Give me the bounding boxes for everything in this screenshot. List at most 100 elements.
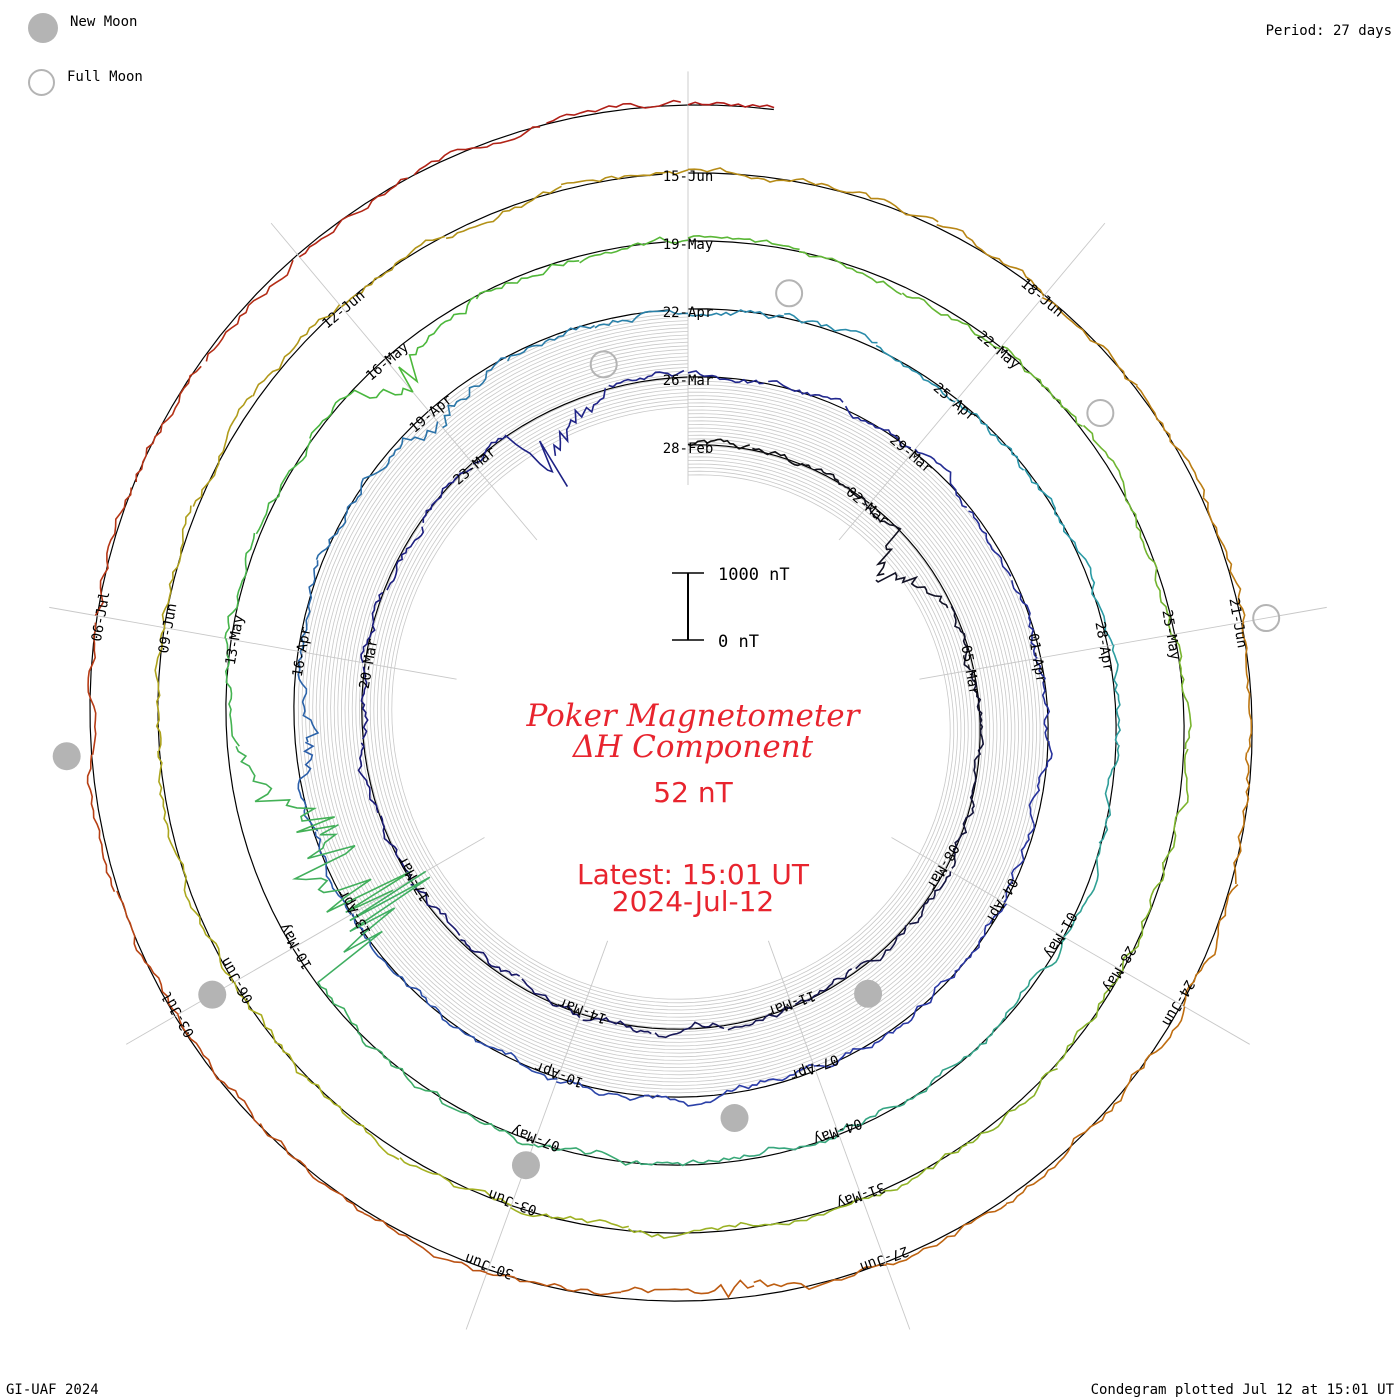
date-label: 11-Mar (765, 987, 818, 1019)
series-segment (901, 292, 1001, 350)
date-label: 04-May (811, 1115, 864, 1147)
grid-rings (89, 104, 1253, 1302)
baseline-spiral (157, 173, 1185, 1234)
scale-bottom-label: 0 nT (718, 632, 759, 652)
series-segment (410, 883, 461, 936)
series-segment (1005, 1113, 1107, 1205)
full-moon-marker (1086, 399, 1115, 428)
series-segment (866, 506, 902, 577)
series-segment (224, 638, 240, 747)
series-segment (1063, 843, 1102, 938)
series-segment (438, 1097, 534, 1147)
series-segment (1041, 296, 1138, 387)
series-segment (1001, 345, 1083, 428)
new-moon-marker (198, 980, 227, 1009)
series-segment (1121, 862, 1165, 972)
scale-top-label: 1000 nT (718, 565, 790, 585)
series-segment (472, 434, 569, 488)
grid-ring (344, 359, 998, 1047)
grid-ring (340, 356, 1001, 1051)
date-label: 28-Apr (1091, 620, 1116, 673)
series-segment (687, 438, 751, 450)
series-segment (814, 182, 939, 223)
day-spoke (919, 606, 1327, 680)
series-segment (1162, 748, 1189, 863)
grid-ring (391, 406, 951, 1000)
date-label: 13-May (223, 614, 248, 667)
date-label: 21-Jun (1225, 597, 1250, 650)
series-segment (1004, 937, 1067, 1020)
grid-ring (387, 403, 955, 1004)
series-segment (738, 1134, 840, 1160)
date-label: 31-May (834, 1179, 887, 1211)
series-segment (970, 669, 984, 738)
new-moon-marker (720, 1104, 749, 1133)
series-segment (224, 532, 256, 639)
series-segment (1054, 969, 1122, 1068)
series-segment (356, 1031, 441, 1098)
series-segment (314, 831, 352, 916)
day-spoke (891, 837, 1250, 1045)
date-label: 03-Jul (159, 988, 198, 1040)
series-segment (476, 1040, 558, 1081)
new-moon-marker (52, 742, 81, 771)
series-segment (1171, 634, 1192, 750)
series-segment (86, 754, 116, 893)
baseline-spiral (293, 309, 1049, 1098)
grid-ring (337, 352, 1005, 1054)
grid-ring (308, 323, 1034, 1083)
series-segment (1011, 580, 1038, 659)
series-segment (1135, 526, 1172, 635)
series-segment (687, 370, 764, 385)
grid-ring (348, 363, 994, 1043)
grid-ring (366, 381, 976, 1025)
series-segment (936, 224, 1045, 297)
series-segment (233, 981, 309, 1080)
date-label: 29-Mar (886, 432, 935, 477)
grid-ring (369, 385, 973, 1022)
date-label: 30-Jun (463, 1250, 516, 1282)
series-segment (291, 824, 412, 914)
series-segment (966, 1067, 1058, 1144)
series-segment (297, 651, 320, 743)
date-label: 03-Jun (486, 1186, 539, 1218)
series-segment (862, 1143, 968, 1200)
series-segment (87, 622, 97, 755)
series-segment (784, 312, 878, 344)
footer-plotted: Condegram plotted Jul 12 at 15:01 UT (1090, 1382, 1394, 1398)
date-label: 25-Apr (930, 380, 979, 425)
date-label: 07-May (509, 1122, 562, 1154)
series-segment (94, 487, 132, 616)
scale-bar: 1000 nT 0 nT (672, 565, 790, 652)
series-segment (161, 505, 192, 628)
date-label: 12-Jun (319, 287, 368, 332)
period-label: Period: 27 days (1265, 23, 1392, 39)
series-segment (1034, 658, 1051, 742)
series-segment (154, 627, 166, 752)
series-segment (1003, 823, 1036, 903)
date-label: 24-Jun (1158, 977, 1197, 1029)
series-segment (687, 101, 775, 109)
series-segment (844, 405, 912, 449)
series-segment (442, 356, 507, 429)
series-segment (445, 185, 562, 240)
grid-ring (358, 374, 983, 1033)
grid-ring (330, 345, 1012, 1061)
grid-ring (376, 392, 966, 1015)
series-segment (956, 398, 1025, 471)
series-segment (768, 380, 844, 403)
chart-title-line1: Poker Magnetometer (526, 698, 860, 734)
full-moon-marker (1252, 604, 1281, 633)
series-segment (1098, 744, 1120, 844)
grid-ring (351, 367, 991, 1040)
series-segment (386, 526, 425, 591)
series-segment (909, 871, 952, 925)
grid-ring (380, 395, 962, 1011)
series-segment (885, 1203, 1007, 1266)
full-moon-marker (775, 279, 804, 308)
series-segment (582, 1016, 652, 1035)
date-label: 02-Mar (843, 484, 892, 529)
series-segment (654, 1021, 725, 1039)
series-segment (235, 745, 336, 834)
